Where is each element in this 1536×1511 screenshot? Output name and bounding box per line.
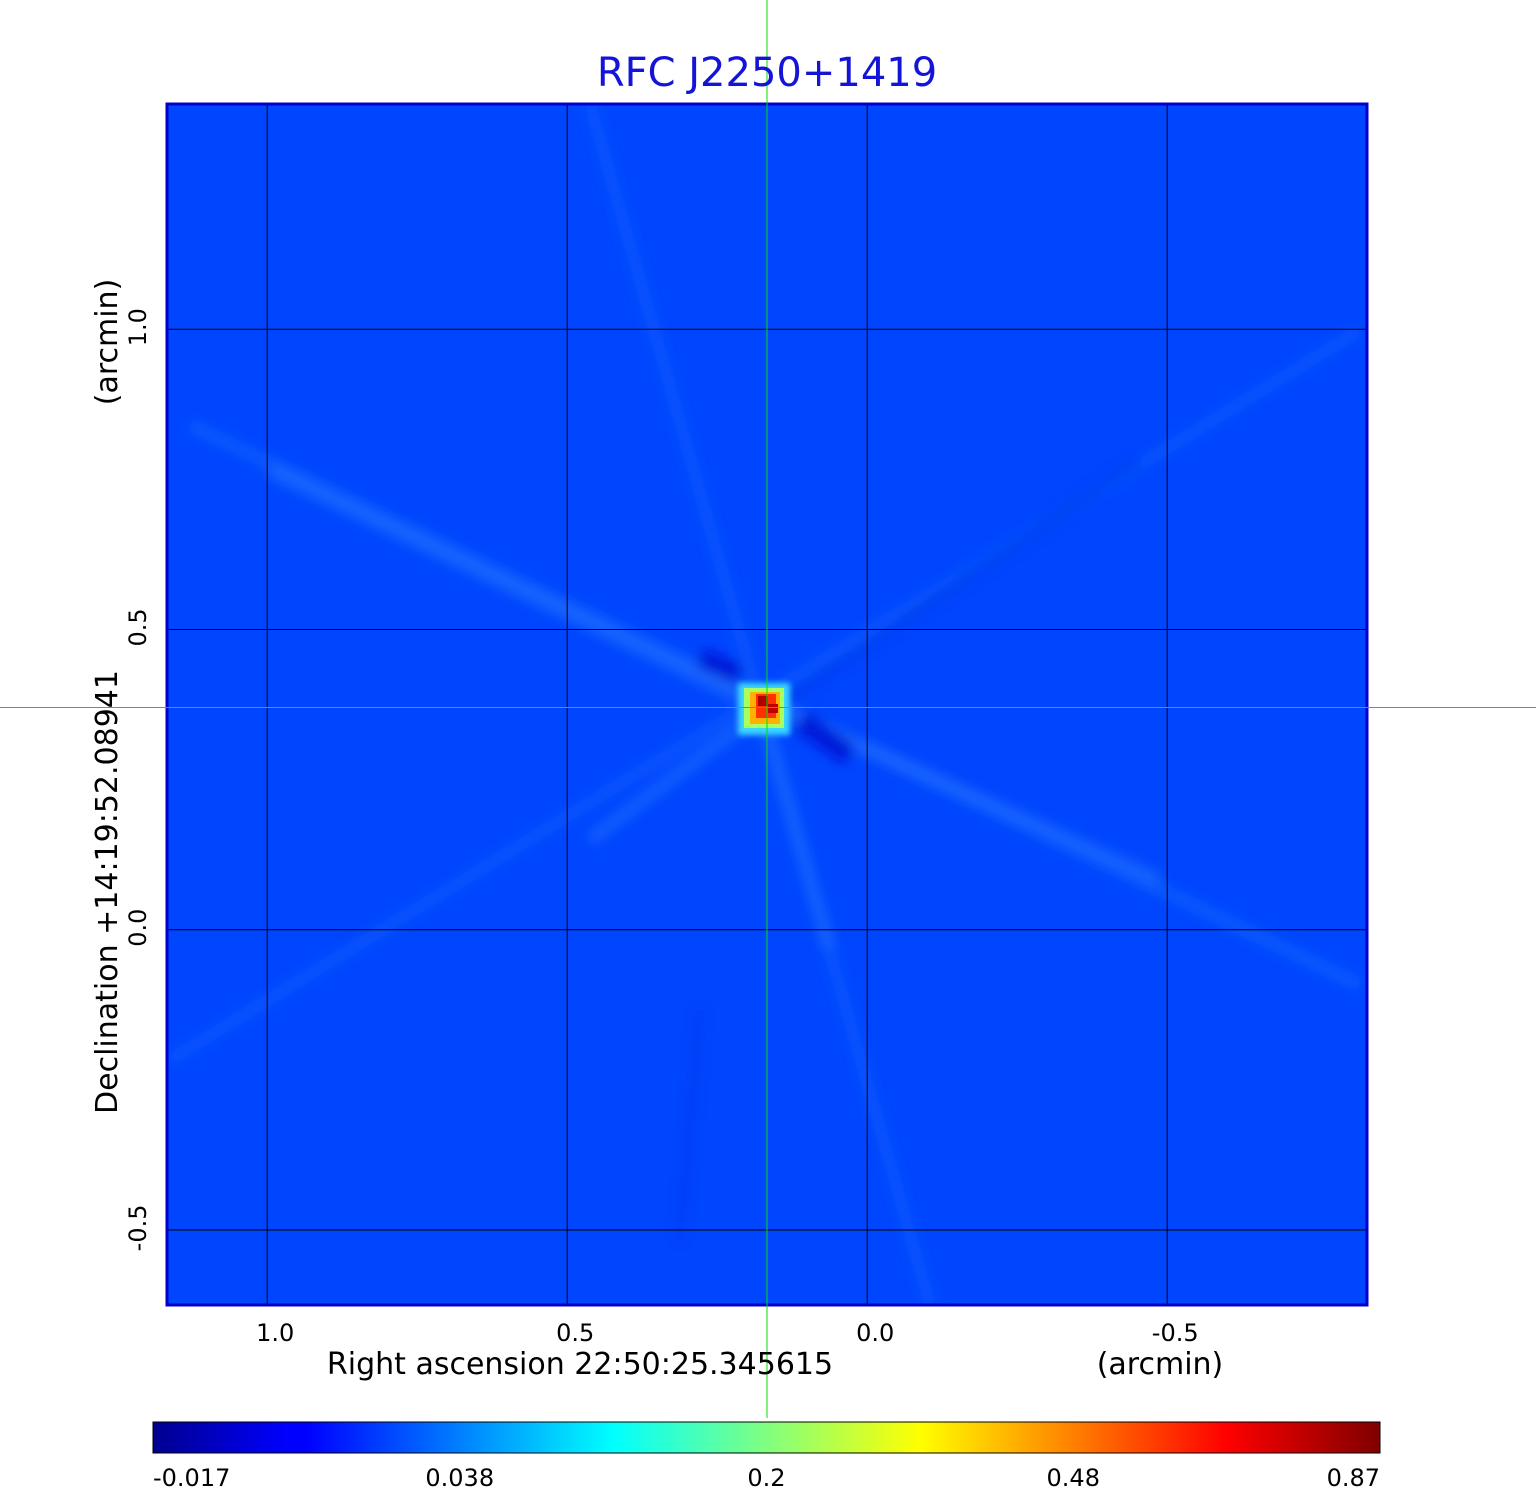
x-tick-label: 1.0 [256, 1319, 294, 1347]
y-tick-labels: 1.0 0.5 0.0 -0.5 [124, 308, 152, 1251]
x-axis-label: Right ascension 22:50:25.345615 [327, 1347, 833, 1382]
colorbar-tick-label: -0.017 [153, 1464, 230, 1492]
colorbar-tick-label: 0.48 [1047, 1464, 1100, 1492]
x-tick-label: 0.5 [556, 1319, 594, 1347]
y-tick-label: 0.0 [124, 909, 152, 947]
y-axis-unit: (arcmin) [90, 279, 125, 406]
y-tick-label: 1.0 [124, 308, 152, 346]
crosshair [0, 0, 1536, 1418]
source-peak [738, 683, 790, 735]
colorbar-tick-label: 0.2 [747, 1464, 785, 1492]
chart-title: RFC J2250+1419 [597, 50, 937, 96]
colorbar-gradient [152, 1421, 1381, 1454]
colorbar-tick-label: 0.038 [425, 1464, 494, 1492]
coordinate-grid [167, 104, 1367, 1305]
y-tick-label: -0.5 [124, 1205, 152, 1252]
x-tick-label: 0.0 [856, 1319, 894, 1347]
colorbar: -0.017 0.038 0.2 0.48 0.87 [152, 1421, 1381, 1492]
x-axis-unit: (arcmin) [1097, 1347, 1224, 1382]
colorbar-tick-labels: -0.017 0.038 0.2 0.48 0.87 [153, 1464, 1380, 1492]
colorbar-tick-label: 0.87 [1327, 1464, 1380, 1492]
x-tick-label: -0.5 [1152, 1319, 1199, 1347]
y-tick-label: 0.5 [124, 608, 152, 646]
y-axis-label: Declination +14:19:52.08941 [90, 670, 125, 1114]
x-tick-labels: 1.0 0.5 0.0 -0.5 [256, 1319, 1198, 1347]
